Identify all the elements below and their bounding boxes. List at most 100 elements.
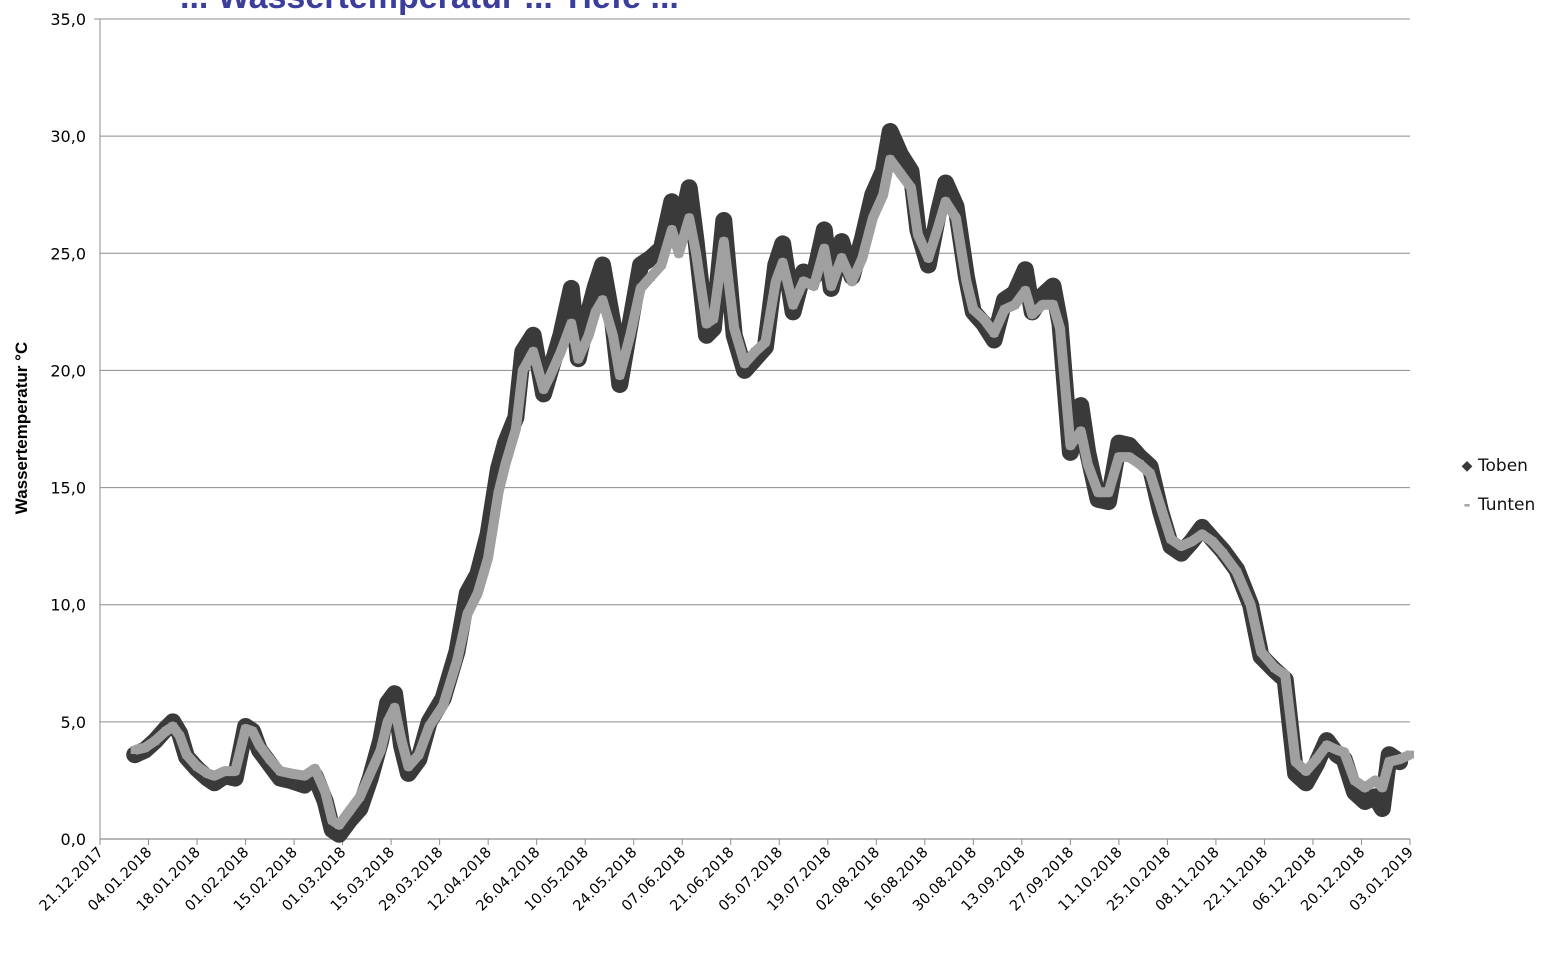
data-point-toben <box>525 327 542 344</box>
data-point-toben <box>937 175 954 191</box>
series-layer <box>126 123 1414 843</box>
data-point-tunten <box>827 282 836 291</box>
data-point-tunten <box>952 214 961 223</box>
data-point-tunten <box>494 488 503 497</box>
data-point-tunten <box>837 253 846 262</box>
data-point-tunten <box>1340 748 1349 757</box>
data-point-toben <box>892 146 909 163</box>
data-point-tunten <box>924 253 933 262</box>
data-point-tunten <box>1218 549 1227 558</box>
y-tick-label: 20,0 <box>50 361 86 380</box>
data-point-toben <box>833 233 850 250</box>
data-point-tunten <box>1156 502 1165 511</box>
data-point-tunten <box>1076 427 1085 436</box>
diamond-marker-icon: ◆ <box>1461 457 1473 474</box>
data-point-tunten <box>452 656 461 665</box>
data-point-tunten <box>657 261 666 269</box>
data-point-tunten <box>969 305 978 314</box>
data-point-tunten <box>539 385 548 394</box>
data-point-tunten <box>511 425 520 433</box>
data-point-tunten <box>376 745 385 754</box>
data-point-tunten <box>501 460 510 469</box>
data-point-tunten <box>220 767 229 776</box>
data-point-tunten <box>730 324 739 333</box>
data-point-toben <box>563 280 580 297</box>
data-point-tunten <box>979 314 988 323</box>
data-point-tunten <box>321 788 330 797</box>
data-point-tunten <box>1028 310 1037 319</box>
data-point-tunten <box>248 727 257 736</box>
data-point-tunten <box>692 249 701 258</box>
legend: ◆ Toben - Tunten <box>1460 446 1536 524</box>
legend-item-tunten: - Tunten <box>1460 485 1535 524</box>
data-point-tunten <box>709 314 718 323</box>
data-point-tunten <box>1114 453 1123 462</box>
data-point-tunten <box>598 296 607 305</box>
data-point-tunten <box>868 214 877 223</box>
axes <box>94 18 1411 845</box>
data-point-tunten <box>310 764 319 773</box>
data-point-tunten <box>799 277 808 286</box>
data-point-tunten <box>151 736 160 745</box>
data-point-tunten <box>1208 537 1217 546</box>
data-point-tunten <box>1083 460 1092 469</box>
data-point-tunten <box>1322 741 1331 750</box>
data-point-tunten <box>1104 488 1113 497</box>
data-point-tunten <box>425 722 434 731</box>
data-point-tunten <box>886 155 895 164</box>
data-point-tunten <box>906 183 915 192</box>
data-point-tunten <box>328 816 337 825</box>
data-point-tunten <box>685 214 694 223</box>
data-point-tunten <box>751 347 759 356</box>
data-point-toben <box>1110 435 1127 452</box>
y-tick-label: 10,0 <box>50 596 86 615</box>
data-point-tunten <box>210 771 219 780</box>
y-tick-label: 35,0 <box>50 10 86 29</box>
data-point-tunten <box>1146 469 1155 478</box>
data-point-tunten <box>702 319 711 328</box>
data-point-tunten <box>941 197 950 206</box>
data-point-tunten <box>615 371 624 380</box>
data-point-tunten <box>1055 324 1064 333</box>
series-line-toben <box>126 123 1409 843</box>
y-tick-labels: 0,0 5,0 10,0 15,0 20,0 25,0 30,0 35,0 <box>50 10 86 849</box>
data-point-toben <box>1017 261 1034 278</box>
legend-label-tunten: Tunten <box>1478 494 1536 515</box>
data-point-toben <box>1100 493 1117 510</box>
data-point-toben <box>643 249 660 266</box>
data-point-tunten <box>130 745 139 754</box>
data-point-tunten <box>300 771 309 780</box>
data-point-tunten <box>771 277 780 286</box>
data-point-tunten <box>913 230 922 239</box>
data-point-tunten <box>626 331 635 340</box>
data-point-tunten <box>1232 567 1241 576</box>
legend-item-toben: ◆ Toben <box>1460 446 1535 485</box>
data-point-tunten <box>934 221 943 230</box>
data-point-tunten <box>1246 600 1255 609</box>
data-point-tunten <box>1378 783 1387 792</box>
data-point-tunten <box>809 282 818 291</box>
data-point-tunten <box>1291 757 1300 766</box>
data-point-tunten <box>1395 755 1404 764</box>
data-point-tunten <box>286 769 295 778</box>
data-point-tunten <box>1094 488 1103 497</box>
data-point-tunten <box>789 300 798 309</box>
data-point-tunten <box>1198 530 1207 539</box>
legend-label-toben: Toben <box>1478 455 1528 476</box>
data-point-tunten <box>1000 305 1009 314</box>
data-point-tunten <box>1371 776 1380 785</box>
data-point-tunten <box>182 750 191 759</box>
data-point-tunten <box>473 589 482 597</box>
data-point-tunten <box>674 249 683 258</box>
data-point-toben <box>816 221 833 238</box>
data-point-toben <box>715 212 732 229</box>
data-point-tunten <box>556 347 565 356</box>
data-point-toben <box>681 179 698 196</box>
x-tick-labels: 21.12.201704.01.201818.01.201801.02.2018… <box>37 845 1417 915</box>
data-point-tunten <box>345 806 354 815</box>
data-point-tunten <box>518 366 527 375</box>
y-tick-label: 15,0 <box>50 479 86 498</box>
data-point-tunten <box>335 820 344 829</box>
data-point-tunten <box>231 767 240 776</box>
